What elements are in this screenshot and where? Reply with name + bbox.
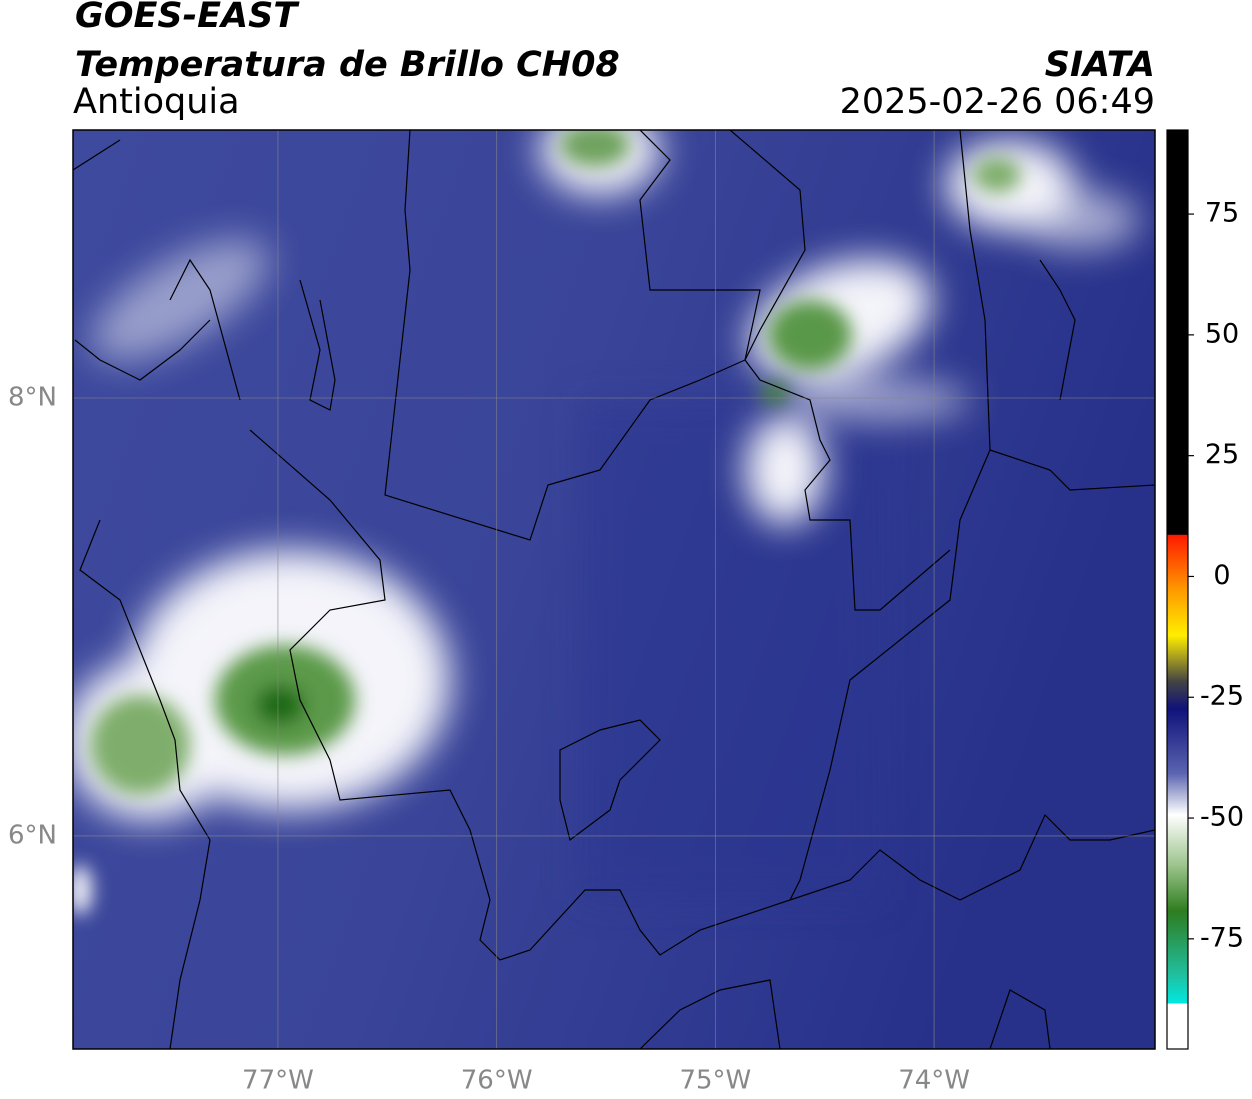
colorbar-tick-label: 0 xyxy=(1213,560,1230,591)
lon-tick-label: 75°W xyxy=(679,1066,751,1096)
source: SIATA xyxy=(1045,45,1155,85)
subtitle: Temperatura de Brillo CH08 xyxy=(75,45,620,85)
title: GOES-EAST xyxy=(75,0,300,36)
map-frame xyxy=(72,129,1156,1050)
colorbar-tick-label: -25 xyxy=(1200,681,1244,712)
lat-tick-label: 8°N xyxy=(8,383,57,413)
lon-tick-label: 76°W xyxy=(461,1066,533,1096)
colorbar-tick-label: -50 xyxy=(1200,802,1244,833)
map-image xyxy=(73,130,1155,1049)
region: Antioquia xyxy=(73,82,240,122)
timestamp: 2025-02-26 06:49 xyxy=(840,82,1155,122)
lat-tick-label: 6°N xyxy=(8,820,57,850)
colorbar-tick-label: 25 xyxy=(1205,439,1239,470)
lon-tick-label: 74°W xyxy=(898,1066,970,1096)
colorbar-tick-label: 75 xyxy=(1205,198,1239,229)
colorbar xyxy=(1166,129,1189,1050)
lon-tick-label: 77°W xyxy=(242,1066,314,1096)
colorbar-tick-label: 50 xyxy=(1205,318,1239,349)
colorbar-tick-label: -75 xyxy=(1200,922,1244,953)
